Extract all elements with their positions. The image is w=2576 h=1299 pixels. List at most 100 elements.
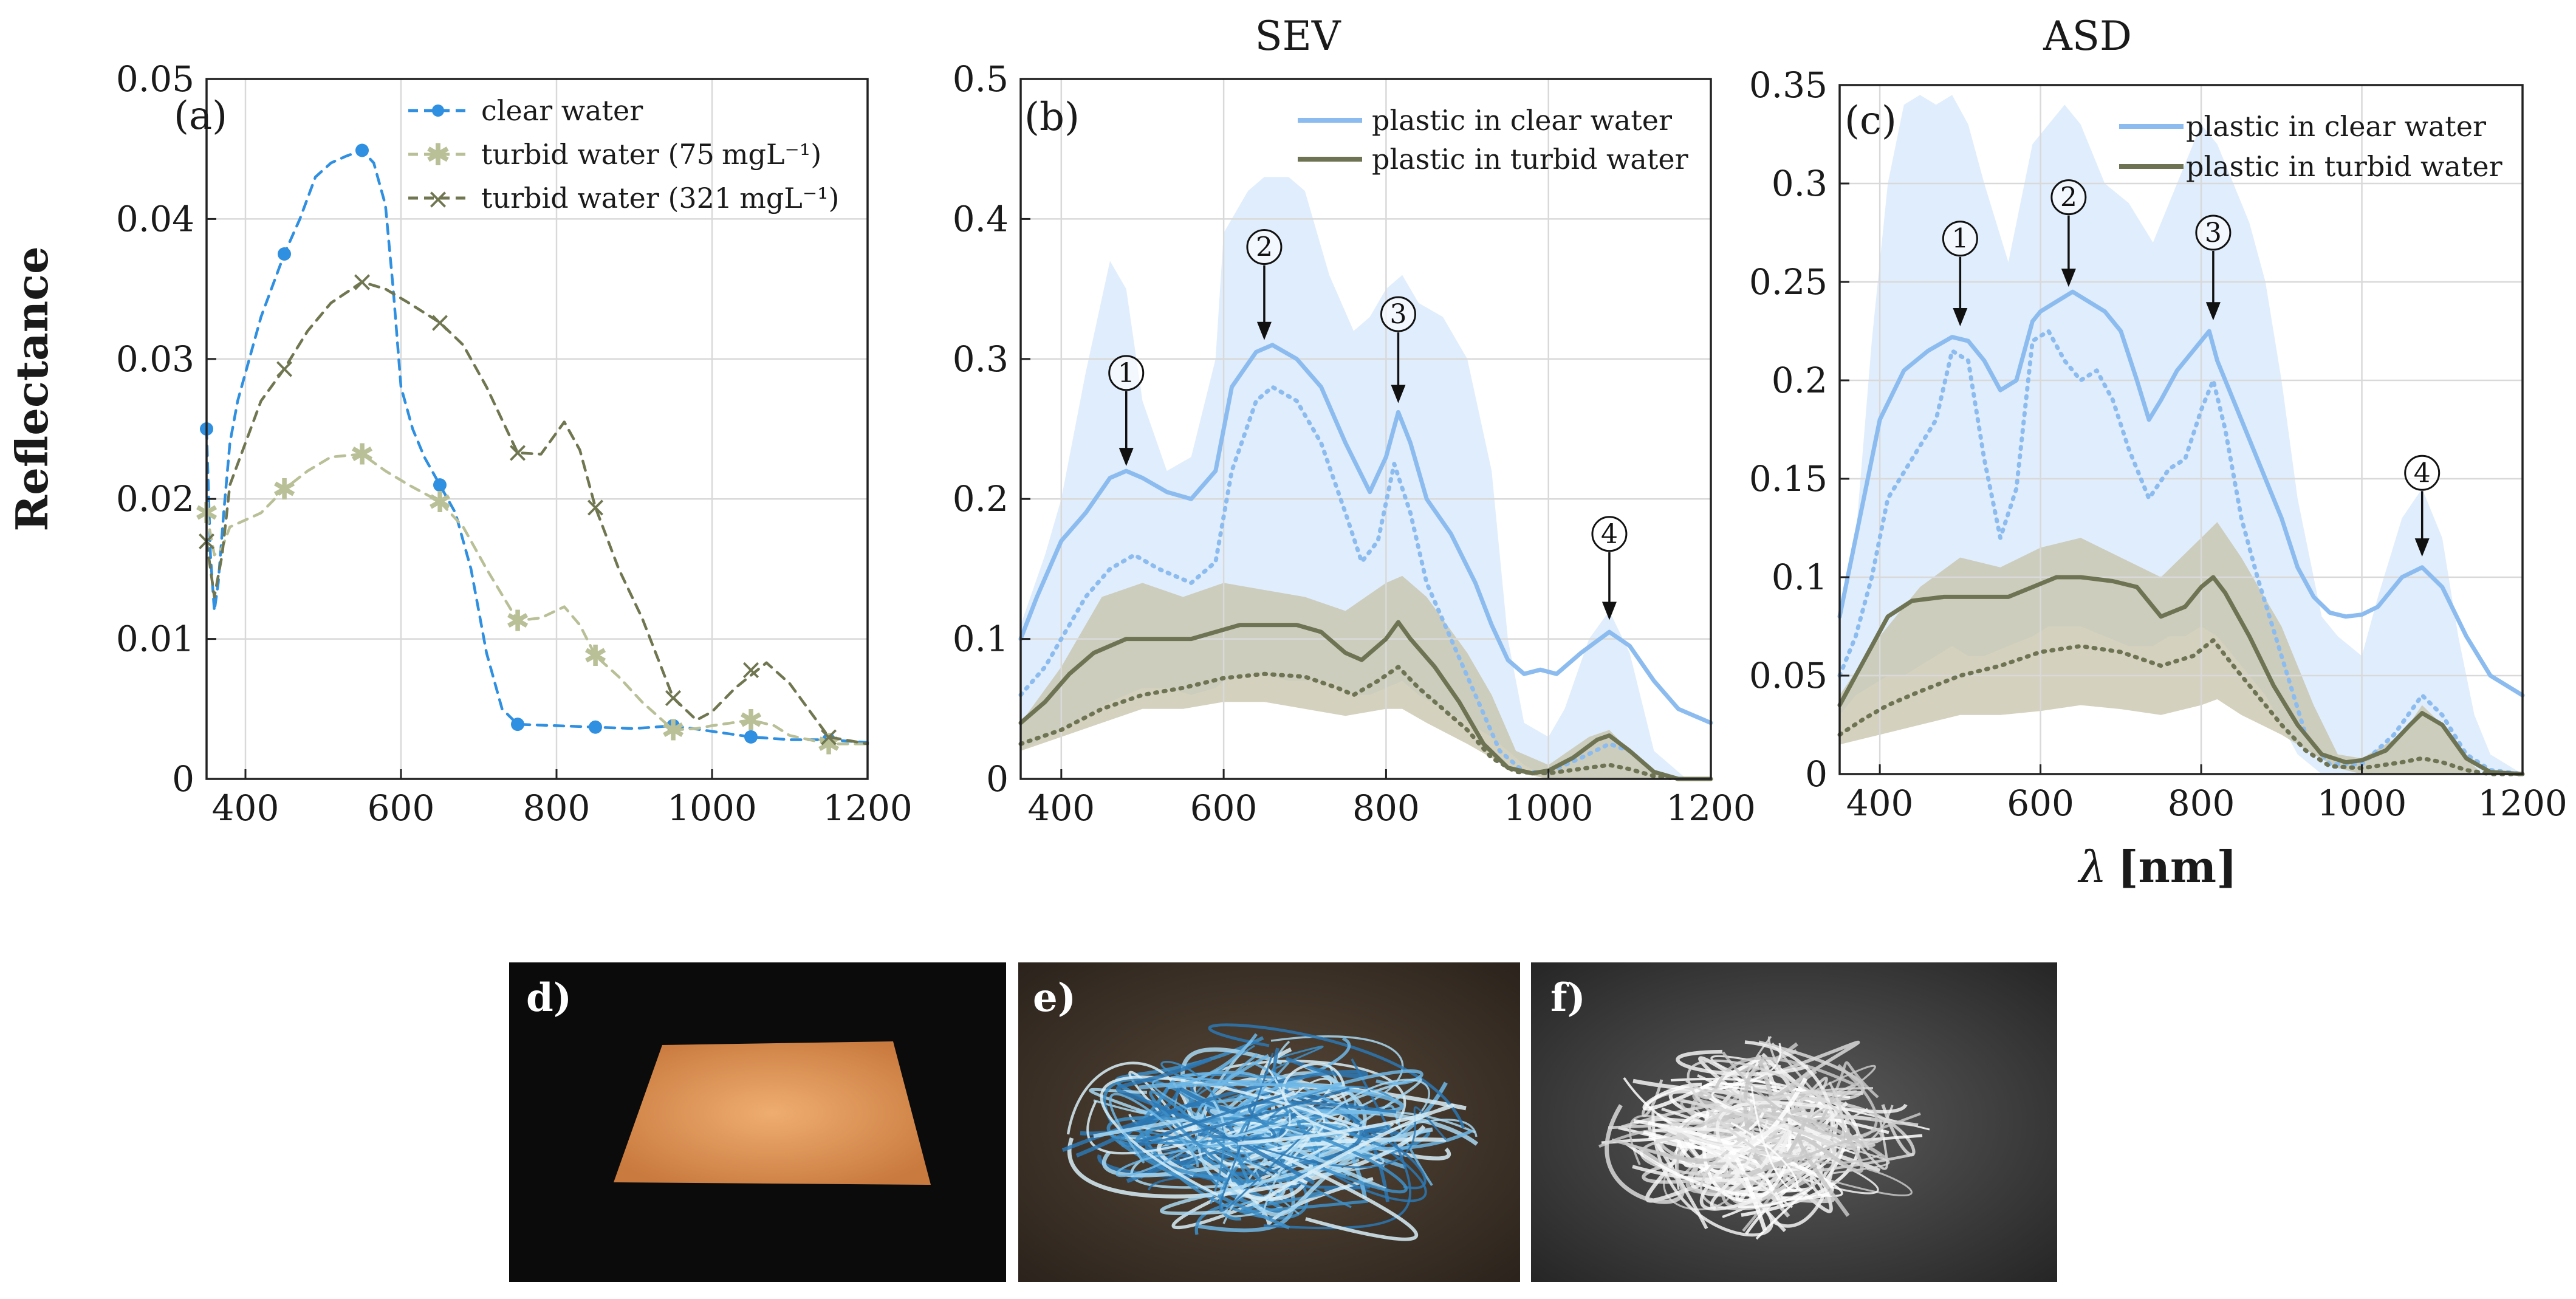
strings-e-strand-112: [1093, 1111, 1204, 1139]
strings-e-strand-109: [1219, 1052, 1314, 1212]
photo-e-string-pile: [1061, 1023, 1479, 1241]
strings-f-strand-109: [1687, 1059, 1870, 1153]
callout-label-c-1: 2: [2060, 182, 2077, 213]
strings-e-strand-33: [1066, 1061, 1196, 1135]
strings-e-strand-113: [1282, 1062, 1350, 1137]
strings-e-strand-79: [1269, 1113, 1427, 1190]
panel-c-title: ASD: [2043, 13, 2132, 60]
marker-a-1-6: ✱: [661, 713, 685, 747]
ytick-label-a-3: 0.03: [116, 338, 194, 380]
callout-circle-c-3: [2404, 454, 2441, 491]
strings-e-strand-118: [1237, 1103, 1454, 1201]
xtick-label-a-800: 800: [523, 787, 591, 829]
strings-e-strand-103: [1281, 1154, 1419, 1241]
marker-a-0-5: [589, 720, 602, 734]
marker-a-1-8: ✱: [817, 727, 841, 761]
strings-f-strand-105: [1728, 1088, 1890, 1174]
x-axis-label-unit: [nm]: [2117, 841, 2237, 893]
callout-label-c-0: 1: [1951, 224, 1968, 255]
callout-label-b-1: 2: [1256, 231, 1273, 262]
plot-area-a: ✱✱✱✱✱✱✱ ✱✱×××××××××400 600 800 1000 120000.01…: [116, 58, 913, 829]
xtick-label-c-800: 800: [2168, 783, 2235, 824]
photo-e-blue-plastic-strings: e): [1018, 962, 1520, 1282]
strings-f-strand-98: [1738, 1187, 1814, 1240]
strings-f-strand-107: [1798, 1131, 1864, 1217]
legend-turbid-75-label-unit: mgL⁻¹): [722, 138, 821, 171]
strings-e-strand-64: [1208, 1023, 1465, 1129]
panel-b-tag: (b): [1024, 95, 1080, 140]
ytick-label-c-2: 0.1: [1772, 557, 1828, 598]
callout-arrow-head-c-3: [2414, 538, 2430, 557]
series-line-a-1: [205, 453, 869, 745]
strings-f-strand-86: [1702, 1101, 1792, 1202]
strings-e-strand-61: [1241, 1191, 1369, 1213]
strings-e-strand-106: [1228, 1101, 1295, 1186]
strings-e-strand-84: [1075, 1085, 1275, 1158]
callout-circle-b-3: [1591, 516, 1628, 552]
ytick-label-a-0: 0: [172, 758, 194, 800]
callout-arrow-head-b-2: [1391, 385, 1406, 403]
photo-d-label: d): [526, 975, 572, 1021]
xtick-label-c-1000: 1000: [2317, 783, 2407, 824]
marker-a-1-5: ✱: [583, 639, 608, 673]
strings-e-strand-111: [1149, 1090, 1262, 1182]
panel-b-title: SEV: [1255, 13, 1341, 60]
strings-e-strand-44: [1261, 1102, 1427, 1202]
xtick-label-b-600: 600: [1190, 787, 1258, 829]
callout-arrow-head-b-0: [1118, 448, 1134, 467]
marker-a-2-4: ×: [506, 436, 530, 468]
xtick-label-c-1200: 1200: [2478, 783, 2567, 824]
legend-panel-a: clear water ✱ turbid water (75 mgL⁻¹) × t…: [408, 94, 839, 215]
strings-e-strand-114: [1115, 1057, 1315, 1185]
callout-arrow-head-c-1: [2061, 269, 2076, 287]
ytick-label-c-1: 0.05: [1749, 655, 1828, 696]
callout-arrow-head-b-3: [1601, 602, 1617, 620]
callout-label-c-2: 3: [2205, 218, 2222, 248]
marker-a-2-6: ×: [662, 680, 685, 713]
series-line-b-3: [1018, 665, 1713, 781]
legend-c-clear-label: plastic in clear water: [2186, 110, 2486, 143]
xtick-label-b-800: 800: [1352, 787, 1420, 829]
marker-a-0-7: [744, 730, 758, 744]
plot-area-b: 1 2 3 4 400 600 800 1000 1200 0 0.1 0.2 0.3 0.4 0.5: [953, 58, 1756, 829]
marker-a-2-5: ×: [584, 490, 608, 523]
photo-f-white-plastic-strings: f): [1531, 962, 2057, 1282]
series-line-b-0: [1018, 343, 1713, 725]
strings-e-strand-119: [1139, 1087, 1350, 1146]
strings-f-strand-96: [1715, 1100, 1908, 1232]
ytick-label-b-2: 0.2: [953, 478, 1009, 519]
ytick-label-a-1: 0.01: [116, 619, 194, 660]
legend-turbid-75-label-text: turbid water (75: [481, 138, 714, 171]
marker-a-1-7: ✱: [739, 704, 763, 738]
series-line-a-0: [205, 149, 869, 744]
xtick-label-a-600: 600: [368, 787, 435, 829]
axes-frame-a: [205, 78, 869, 780]
strings-e-strand-107: [1160, 1146, 1360, 1215]
strings-f-strand-100: [1652, 1127, 1756, 1210]
photo-d-orange-sheet: [614, 1041, 931, 1185]
callout-circle-b-2: [1380, 296, 1416, 332]
xtick-label-b-1000: 1000: [1504, 787, 1594, 829]
photo-e-label: e): [1033, 975, 1076, 1021]
callout-circle-c-1: [2050, 179, 2087, 216]
ytick-label-c-0: 0: [1805, 753, 1828, 795]
ytick-label-c-4: 0.2: [1772, 360, 1828, 401]
strings-e-strand-102: [1261, 1078, 1430, 1216]
series-line-c-2: [1837, 575, 2525, 776]
sample-photographs: d) e) f): [509, 962, 2057, 1282]
strings-e-strand-101: [1297, 1119, 1382, 1147]
strings-e-strand-96: [1108, 1128, 1352, 1208]
band-b-1: [1021, 575, 1711, 779]
series-line-c-3: [1837, 638, 2525, 776]
strings-e-strand-116: [1197, 1117, 1408, 1194]
axes-frame-b: [1019, 78, 1712, 780]
legend-turbid-75-marker: ✱: [425, 137, 451, 173]
ytick-label-b-5: 0.5: [953, 58, 1009, 100]
series-line-b-2: [1018, 620, 1713, 781]
ytick-label-c-7: 0.35: [1749, 64, 1828, 106]
callout-arrow-head-c-2: [2205, 302, 2221, 321]
strings-f-strand-99: [1722, 1051, 1878, 1139]
callout-arrow-head-b-1: [1256, 321, 1272, 340]
callout-circle-b-0: [1108, 355, 1145, 391]
ytick-label-c-5: 0.25: [1749, 261, 1828, 303]
